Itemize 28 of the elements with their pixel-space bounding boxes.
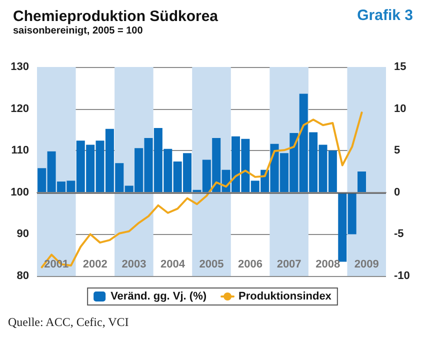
x-tick-label: 2003 <box>122 258 146 270</box>
x-tick-label: 2004 <box>160 258 186 270</box>
bar <box>358 172 366 192</box>
source-note: Quelle: ACC, Cefic, VCI <box>8 315 129 329</box>
y-tick-label: 90 <box>16 228 29 240</box>
legend-label: Veränd. gg. Vj. (%) <box>110 290 207 302</box>
x-tick-label: 2007 <box>276 258 302 270</box>
chart-subtitle: saisonbereinigt, 2005 = 100 <box>13 26 144 36</box>
legend-label: Produktionsindex <box>238 290 332 302</box>
y-tick-label: 120 <box>10 102 29 115</box>
y-tick-label: 130 <box>10 61 29 73</box>
x-tick-label: 2001 <box>44 258 69 270</box>
y2-tick-label: 0 <box>394 186 400 198</box>
y2-tick-label: -5 <box>394 228 404 240</box>
y-tick-label: 110 <box>11 144 29 157</box>
y2-tick-label: 5 <box>394 144 400 157</box>
text: Grafik 3 <box>357 7 414 24</box>
x-tick-label: 2006 <box>238 258 263 270</box>
x-tick-label: 2008 <box>316 258 340 270</box>
y2-tick-label: 15 <box>394 61 406 73</box>
x-tick-label: 2009 <box>354 258 379 270</box>
x-tick-label: 2005 <box>199 258 224 270</box>
x-tick-label: 2002 <box>82 258 108 270</box>
y2-tick-label: 10 <box>394 102 406 115</box>
y-tick-label: 80 <box>16 270 29 282</box>
y2-tick-label: -10 <box>394 270 410 282</box>
y-tick-label: 100 <box>10 186 29 198</box>
chart-title: Chemieproduktion Südkorea <box>13 8 219 25</box>
